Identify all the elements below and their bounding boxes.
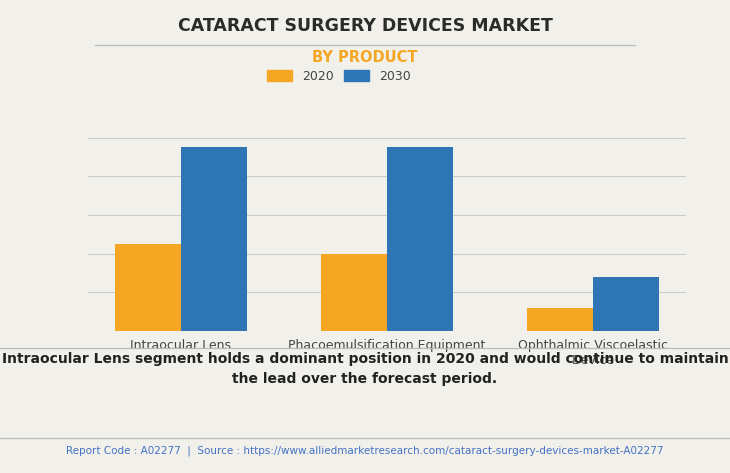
Bar: [593, 277, 659, 331]
Legend: 2020, 2030: 2020, 2030: [262, 65, 416, 88]
Text: CATARACT SURGERY DEVICES MARKET: CATARACT SURGERY DEVICES MARKET: [177, 17, 553, 35]
Text: BY PRODUCT: BY PRODUCT: [312, 50, 418, 65]
Bar: [115, 244, 181, 331]
Bar: [321, 254, 387, 331]
Text: Intraocular Lens segment holds a dominant position in 2020 and would continue to: Intraocular Lens segment holds a dominan…: [1, 352, 729, 386]
Bar: [387, 147, 453, 331]
Bar: [181, 147, 247, 331]
Bar: [527, 308, 593, 331]
Text: Report Code : A02277  |  Source : https://www.alliedmarketresearch.com/cataract-: Report Code : A02277 | Source : https://…: [66, 446, 664, 456]
